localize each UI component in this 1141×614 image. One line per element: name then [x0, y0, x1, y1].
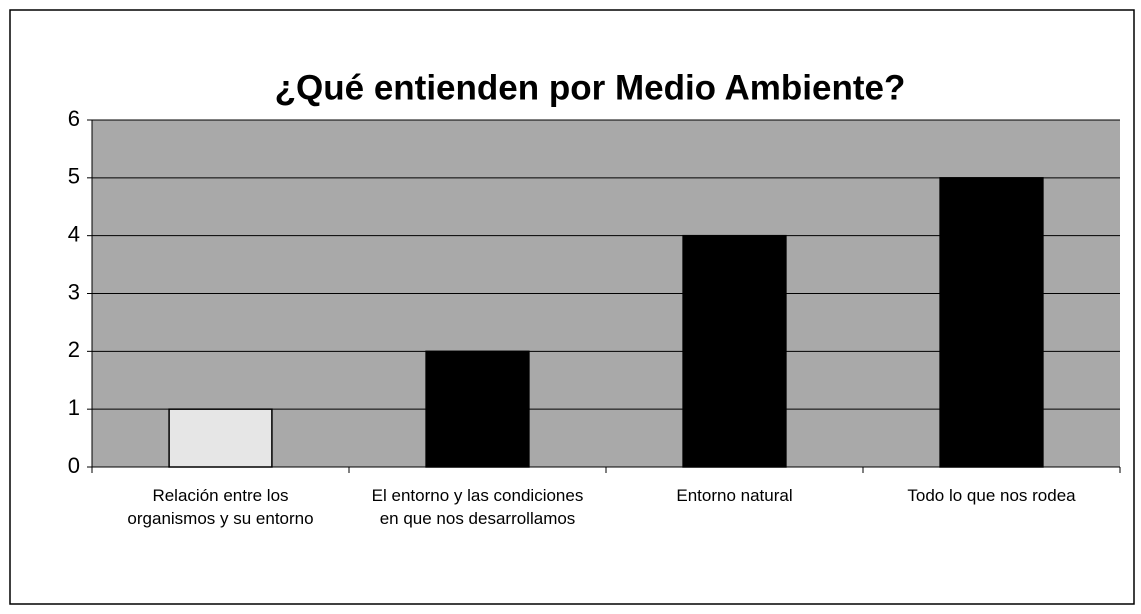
- x-tick-label: Entorno natural: [676, 486, 793, 505]
- y-tick-label: 6: [68, 106, 80, 131]
- y-tick-label: 4: [68, 221, 80, 246]
- x-tick-label: El entorno y las condiciones en que nos …: [371, 486, 584, 528]
- bar: [425, 350, 530, 468]
- y-tick-label: 3: [68, 279, 80, 304]
- chart-title: ¿Qué entienden por Medio Ambiente?: [275, 68, 906, 107]
- bar: [168, 408, 273, 468]
- y-tick-label: 1: [68, 395, 80, 420]
- y-tick-label: 0: [68, 453, 80, 478]
- y-tick-label: 2: [68, 337, 80, 362]
- x-tick-label: Todo lo que nos rodea: [907, 486, 1076, 505]
- x-tick-label: Relación entre los organismos y su entor…: [127, 486, 314, 528]
- bar: [939, 177, 1044, 468]
- bar: [682, 234, 787, 468]
- y-tick-label: 5: [68, 164, 80, 189]
